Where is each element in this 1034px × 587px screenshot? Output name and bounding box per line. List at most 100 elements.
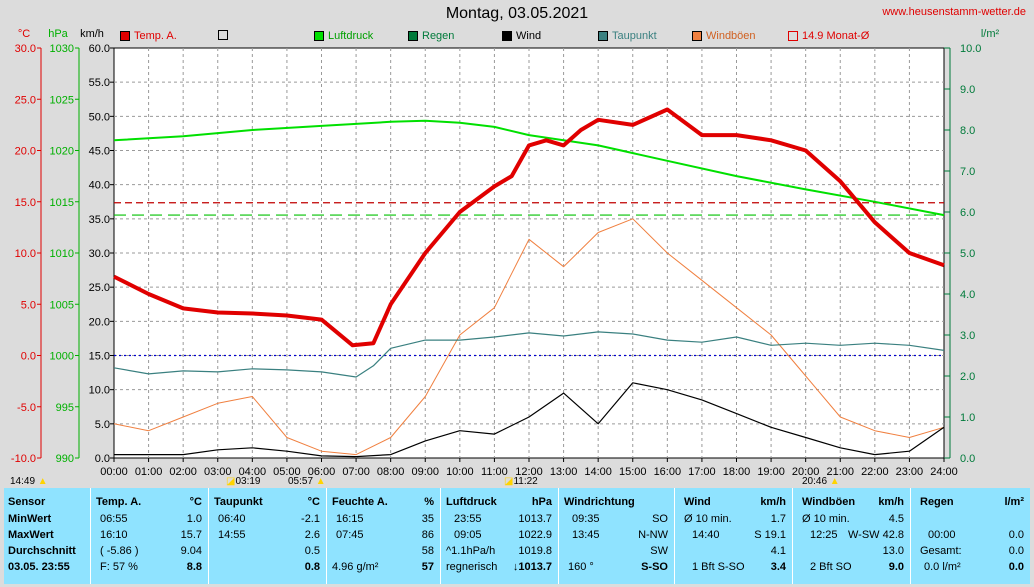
temp-axis-title: °C [18,28,30,40]
dew-header: Taupunkt [214,496,263,508]
x-axis: 00:00 01:00 02:00 03:00 04:00 05:00 06:00 07:00… [100,458,958,478]
pressure-axis-tick-label: 1000 [50,351,74,363]
humidity-max: 86 [421,529,434,541]
winddir-col: Windrichtung 09:35 SO 13:45 N-NW SW 160 … [560,488,674,584]
sunrise-marker: ◪03:19 [226,476,260,487]
temp-cur: 8.8 [186,561,202,573]
wind-axis-tick-label: 45.0 [89,146,110,158]
legend-item: 14.9 Monat-Ø [788,30,869,42]
legend-item: Taupunkt [598,30,657,42]
sunset-marker: 20:46 ▲ [802,476,840,487]
rain-axis-tick-label: 8.0 [960,125,975,137]
temp-axis-tick-label: -5.0 [17,402,36,414]
temp-axis-tick-label: -10.0 [11,453,36,465]
site-link[interactable]: www.heusenstamm-wetter.de [882,6,1026,18]
wind-axis-tick-label: 0.0 [95,453,110,465]
max-label: MaxWert [8,529,54,541]
rain-total-label: Gesamt: [920,545,962,557]
legend-item [218,30,232,40]
rain-header: Regen [920,496,954,508]
reference-lines [114,202,944,357]
rain-axis-tick-label: 10.0 [960,43,981,55]
sunrise-icon: ◪ [226,476,236,487]
gusts-max: W-SW 42.8 [847,529,904,541]
winddir-min-time: 09:35 [572,513,600,525]
humidity-col: Feuchte A. % 16:15 35 07:45 86 58 4.96 g… [328,488,440,584]
x-tick-label: 16:00 [654,466,682,478]
series-group [113,107,945,458]
legend-swatch [692,31,702,41]
rain-axis-tick-label: 1.0 [960,412,975,424]
humidity-min-time: 16:15 [336,513,364,525]
rain-axis-title: l/m² [981,28,1000,40]
legend-item: Regen [408,30,454,42]
gusts-bft: 2 Bft SO [810,561,852,573]
gusts-avg: 13.0 [882,545,904,557]
divider [558,488,559,584]
sunset-label: 20:46 [802,476,828,487]
x-tick-label: 06:00 [308,466,336,478]
legend-swatch [218,30,228,40]
wind-unit: km/h [760,496,786,508]
gusts-min: 4.5 [888,513,904,525]
wind-axis-title: km/h [80,28,104,40]
pressure-forecast: regnerisch [446,561,498,573]
legend-item: Wind [502,30,541,42]
temp-col: Temp. A. °C 06:55 1.0 16:10 15.7 ( -5.86… [92,488,208,584]
temp-axis-tick-label: 10.0 [15,248,36,260]
pressure-axis-tick-label: 1020 [50,146,74,158]
dew-min: -2.1 [301,513,320,525]
dew-max: 2.6 [304,529,320,541]
wind-avg: 4.1 [770,545,786,557]
sun-icon: ▲ [35,476,48,487]
noon-icon: ◪ [504,476,514,487]
x-tick-label: 21:00 [826,466,854,478]
legend-label: Wind [516,30,542,42]
legend-item: Windböen [692,30,756,42]
legend-label: Regen [422,30,455,42]
temp-avg-note: ( -5.86 ) [100,545,139,557]
rain-axis-tick-label: 0.0 [960,453,975,465]
x-tick-label: 01:00 [135,466,163,478]
temp-axis-tick-label: 30.0 [15,43,36,55]
x-tick-label: 20:00 [792,466,820,478]
x-tick-label: 05:00 [273,466,301,478]
pressure-axis-tick-label: 1015 [50,197,74,209]
humidity-min: 35 [421,513,434,525]
wind-axis-tick-label: 10.0 [89,385,110,397]
legend-item: Temp. A. [120,30,177,42]
rain-time: 00:00 [928,529,956,541]
wind-max: S 19.1 [754,529,786,541]
pressure-axis-tick-label: 990 [56,453,74,465]
dew-max-time: 14:55 [218,529,246,541]
rain-unit: l/m² [1004,496,1024,508]
x-tick-label: 11:00 [481,466,508,478]
wind-header: Wind [684,496,711,508]
temp-axis-tick-label: 20.0 [15,146,36,158]
temp-unit: °C [189,496,202,508]
legend-swatch [120,31,130,41]
humidity-unit: % [424,496,434,508]
divider [208,488,209,584]
winddir-deg: 160 ° [568,561,594,573]
pressure-min: 1013.7 [518,513,552,525]
temp-axis-tick-label: 0.0 [21,351,36,363]
time-start: 14:49 ▲ [10,476,48,487]
x-tick-label: 09:00 [411,466,439,478]
grid [114,48,944,458]
winddir-max-time: 13:45 [572,529,600,541]
time-start-label: 14:49 [10,476,36,487]
noon-label: 11:22 [513,476,538,487]
rain-axis-tick-label: 7.0 [960,166,975,178]
noon-marker: ◪11:22 [504,476,538,487]
gusts-min-label: Ø 10 min. [802,513,850,525]
wind-axis-tick-label: 25.0 [89,282,110,294]
x-tick-label: 13:00 [550,466,578,478]
x-tick-label: 15:00 [619,466,647,478]
x-tick-label: 14:00 [584,466,612,478]
legend-swatch [502,31,512,41]
x-tick-label: 02:00 [169,466,197,478]
legend: Temp. A. Luftdruck Regen Wind Taupunkt Windbö… [120,30,1000,46]
pressure-col: Luftdruck hPa 23:55 1013.7 09:05 1022.9 … [442,488,558,584]
x-tick-label: 04:00 [239,466,267,478]
